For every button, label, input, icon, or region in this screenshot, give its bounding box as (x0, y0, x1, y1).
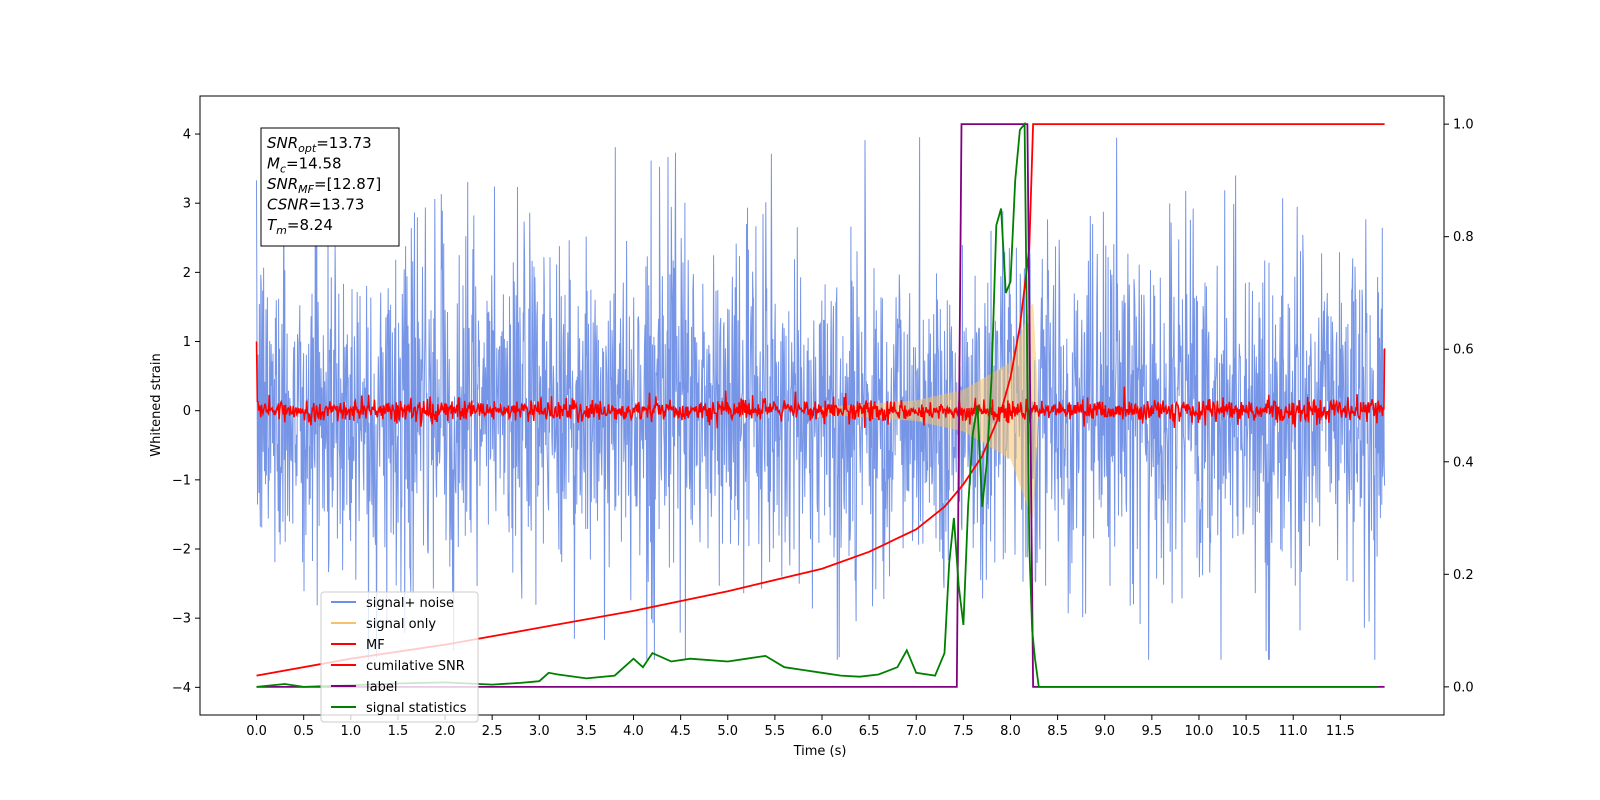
x-tick-label: 8.5 (1047, 724, 1068, 739)
x-tick-label: 1.5 (388, 724, 409, 739)
annotation-line: CSNR=13.73 (267, 196, 364, 214)
legend-entry-label: label (366, 680, 397, 695)
y2-tick-label: 0.2 (1453, 568, 1474, 583)
y-tick-label: 4 (183, 128, 191, 143)
y2-tick-label: 0.8 (1453, 230, 1474, 245)
annotation-line: SNRopt=13.73 (267, 134, 372, 155)
x-tick-label: 11.0 (1279, 724, 1308, 739)
series-signal-statistics-line (256, 121, 1378, 688)
series-cumilative-snr-line (256, 123, 1385, 677)
legend-entry-label: signal only (366, 617, 436, 632)
x-tick-label: 1.0 (340, 724, 361, 739)
x-tick-label: 6.0 (812, 724, 833, 739)
x-tick-label: 0.5 (293, 724, 314, 739)
legend-frame (320, 591, 479, 723)
annotation-line: Tm=8.24 (267, 216, 333, 237)
y-tick-label: 1 (183, 335, 191, 350)
series-layer (255, 121, 1386, 688)
annotation-frame (260, 127, 400, 247)
legend-entry-label: signal+ noise (366, 596, 454, 611)
series-mf-line (255, 341, 1386, 429)
legend-entry-label: MF (366, 638, 385, 653)
y-tick-label: −2 (172, 543, 191, 558)
y2-tick-label: 1.0 (1453, 118, 1474, 133)
y2-tick-label: 0.4 (1453, 455, 1474, 470)
x-tick-label: 4.0 (623, 724, 644, 739)
legend: signal+ noise signal only MF cumilative SNR… (320, 591, 479, 723)
x-tick-label: 5.5 (765, 724, 786, 739)
x-tick-label: 9.5 (1142, 724, 1163, 739)
y-tick-label: 3 (183, 197, 191, 212)
x-tick-label: 0.0 (246, 724, 267, 739)
x-tick-label: 10.0 (1184, 724, 1213, 739)
x-tick-label: 3.5 (576, 724, 597, 739)
x-tick-label: 6.5 (859, 724, 880, 739)
legend-entry-label: signal statistics (366, 701, 467, 716)
x-tick-label: 8.0 (1000, 724, 1021, 739)
x-tick-label: 2.5 (482, 724, 503, 739)
legend-entry-label: cumilative SNR (366, 659, 465, 674)
y-axis-left: 4 3 2 1 0 −1 −2 −3 −4 (172, 128, 200, 696)
y-tick-label: −3 (172, 612, 191, 627)
y-tick-label: −4 (172, 681, 191, 696)
x-tick-label: 7.5 (953, 724, 974, 739)
x-tick-label: 3.0 (529, 724, 550, 739)
stats-annotation-box: SNRopt=13.73Mc=14.58SNRMF=[12.87]CSNR=13… (260, 127, 400, 247)
x-tick-label: 4.5 (670, 724, 691, 739)
x-tick-label: 11.5 (1326, 724, 1355, 739)
y-axis-label: Whitened strain (149, 353, 164, 456)
y-tick-label: 0 (183, 404, 191, 419)
y2-tick-label: 0.6 (1453, 343, 1474, 358)
x-axis-label: Time (s) (793, 744, 847, 759)
annotation-line: SNRMF=[12.87] (267, 175, 381, 196)
x-tick-label: 2.0 (435, 724, 456, 739)
x-tick-label: 9.0 (1094, 724, 1115, 739)
y-tick-label: −1 (172, 473, 191, 488)
y2-tick-label: 0.0 (1453, 680, 1474, 695)
x-tick-label: 5.0 (717, 724, 738, 739)
x-tick-label: 7.0 (906, 724, 927, 739)
x-tick-label: 10.5 (1232, 724, 1261, 739)
y-axis-right: 1.0 0.8 0.6 0.4 0.2 0.0 (1444, 118, 1474, 695)
x-axis: 0.0 0.5 1.0 1.5 2.0 2.5 3.0 3.5 4.0 4.5 5.0 5.5 6.0 6… (246, 715, 1355, 739)
series-signal-noise-line (256, 136, 1386, 660)
y-tick-label: 2 (183, 266, 191, 281)
annotation-line: Mc=14.58 (267, 155, 342, 176)
